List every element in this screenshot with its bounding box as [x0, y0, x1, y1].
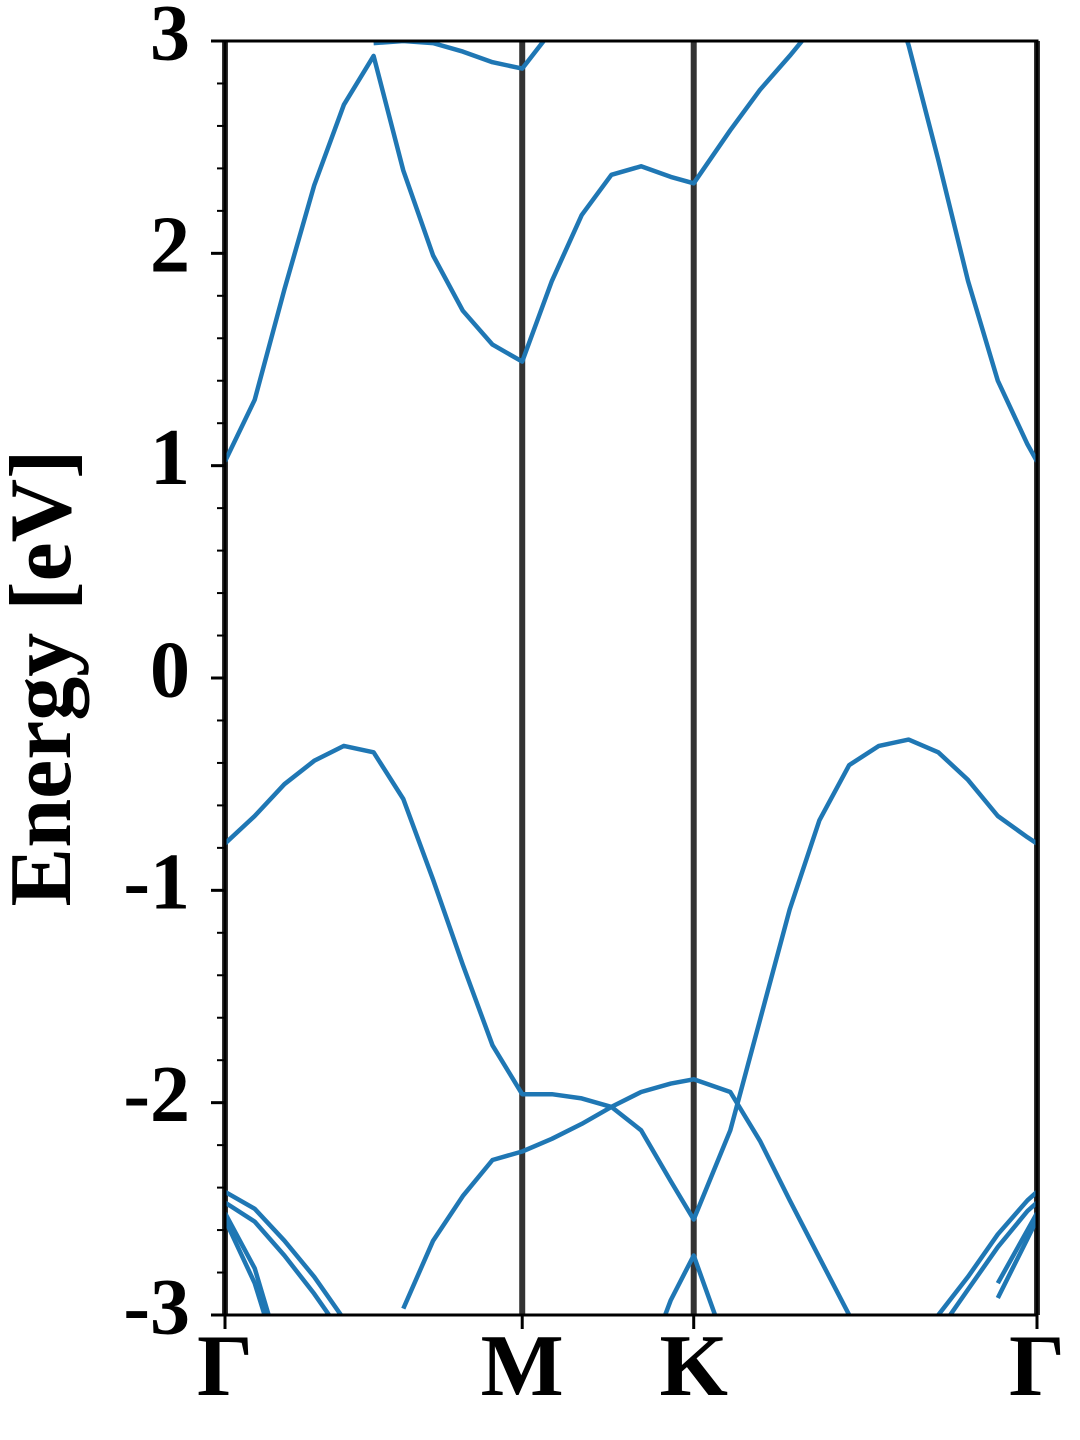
- y-axis-label: Energy [eV]: [0, 450, 90, 907]
- y-tick-label: 2: [150, 202, 190, 290]
- x-tick-label: M: [481, 1318, 564, 1415]
- y-tick-label: -3: [123, 1263, 190, 1351]
- x-tick-label: Γ: [197, 1318, 253, 1415]
- plot-frame: [223, 39, 1039, 1317]
- y-tick-label: 1: [150, 414, 190, 502]
- band-group: [225, 737, 1037, 1222]
- band-group: [225, 1077, 1037, 1315]
- band-line: [225, 1212, 1037, 1315]
- x-tick-label: K: [659, 1318, 727, 1415]
- y-tick-label: 3: [150, 0, 190, 77]
- y-tick-label: -2: [123, 1051, 190, 1139]
- x-tick-label: Γ: [1009, 1318, 1065, 1415]
- y-tick-label: -1: [123, 839, 190, 927]
- band-line: [225, 737, 1037, 1222]
- band-line: [225, 1077, 1037, 1315]
- y-tick-label: 0: [150, 626, 190, 714]
- band-line: [373, 41, 547, 71]
- band-group: [373, 41, 547, 71]
- band-line: [225, 1200, 1037, 1315]
- band-line: [225, 1218, 1037, 1315]
- band-group: [225, 1218, 1037, 1315]
- band-group: [225, 1200, 1037, 1315]
- band-line: [225, 41, 1037, 463]
- band-group: [225, 41, 1037, 463]
- band-group: [225, 1212, 1037, 1315]
